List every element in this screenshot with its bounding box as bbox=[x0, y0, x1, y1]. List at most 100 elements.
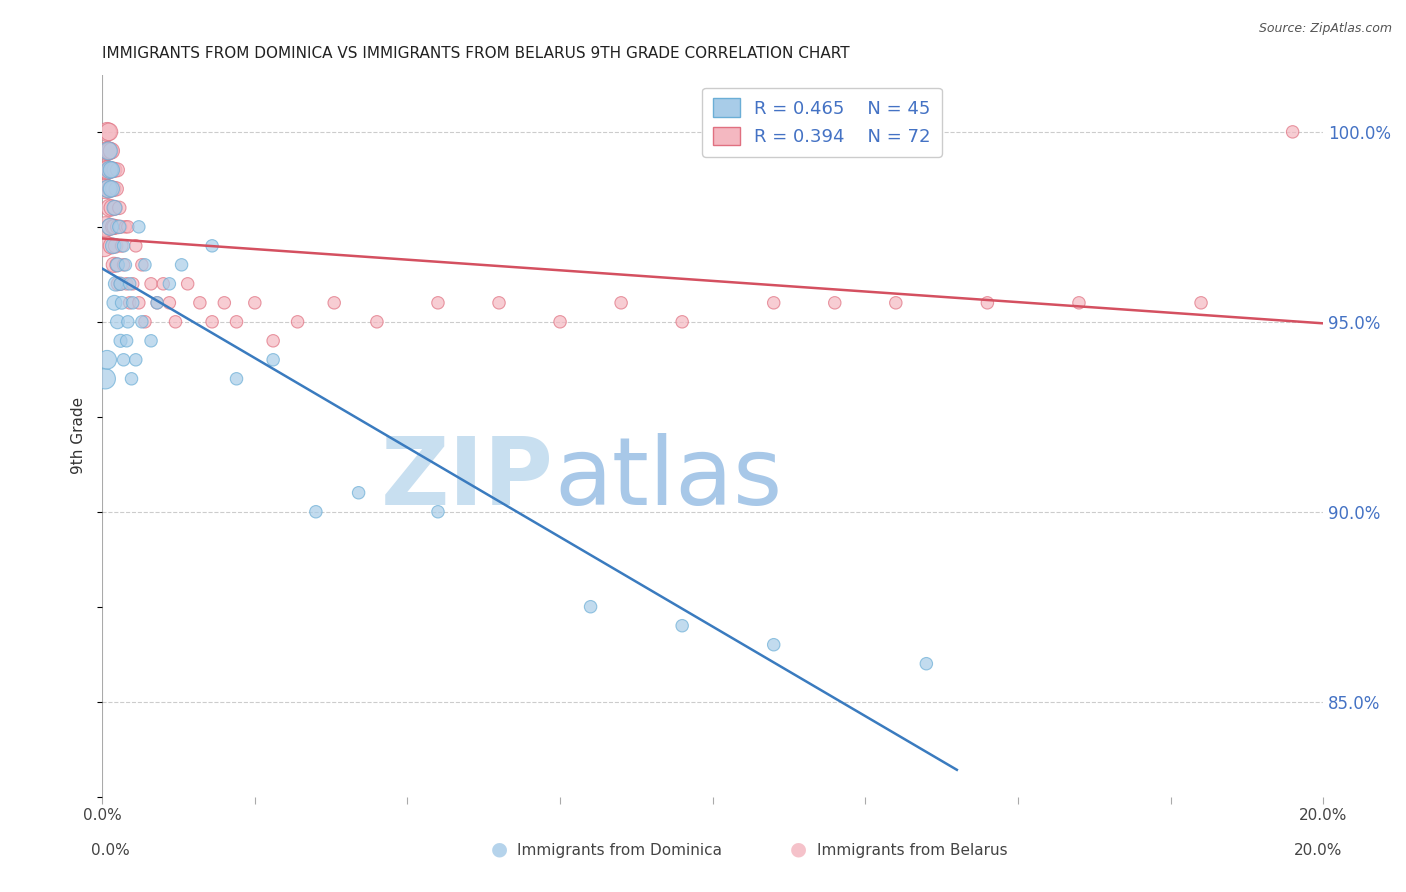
Point bbox=[96, 352, 118, 367]
Point bbox=[762, 295, 785, 310]
Point bbox=[347, 485, 370, 500]
Text: IMMIGRANTS FROM DOMINICA VS IMMIGRANTS FROM BELARUS 9TH GRADE CORRELATION CHART: IMMIGRANTS FROM DOMINICA VS IMMIGRANTS F… bbox=[103, 46, 849, 62]
Point bbox=[201, 315, 224, 329]
Point bbox=[165, 315, 187, 329]
Text: ●: ● bbox=[790, 839, 807, 858]
Point bbox=[488, 295, 510, 310]
Point bbox=[131, 315, 153, 329]
Point bbox=[97, 144, 120, 158]
Point bbox=[134, 315, 156, 329]
Point bbox=[100, 182, 122, 196]
Text: 0.0%: 0.0% bbox=[91, 843, 131, 858]
Point bbox=[214, 295, 236, 310]
Point bbox=[305, 505, 328, 519]
Point bbox=[610, 295, 633, 310]
Point bbox=[105, 182, 128, 196]
Point bbox=[100, 239, 122, 253]
Point bbox=[112, 239, 135, 253]
Point bbox=[110, 334, 132, 348]
Point bbox=[100, 162, 122, 177]
Point bbox=[98, 162, 121, 177]
Point bbox=[548, 315, 571, 329]
Text: ●: ● bbox=[491, 839, 508, 858]
Point bbox=[121, 295, 143, 310]
Point bbox=[101, 162, 124, 177]
Point bbox=[103, 182, 125, 196]
Point bbox=[107, 277, 129, 291]
Point bbox=[488, 485, 510, 500]
Point bbox=[139, 334, 162, 348]
Point bbox=[103, 219, 125, 234]
Point bbox=[103, 295, 125, 310]
Text: ZIP: ZIP bbox=[381, 434, 554, 525]
Text: 20.0%: 20.0% bbox=[1295, 843, 1343, 858]
Point bbox=[104, 277, 127, 291]
Legend: R = 0.465    N = 45, R = 0.394    N = 72: R = 0.465 N = 45, R = 0.394 N = 72 bbox=[702, 87, 942, 157]
Point bbox=[96, 162, 118, 177]
Text: Immigrants from Dominica: Immigrants from Dominica bbox=[517, 843, 723, 858]
Point bbox=[110, 219, 132, 234]
Point bbox=[243, 295, 266, 310]
Point bbox=[225, 315, 247, 329]
Point bbox=[1281, 125, 1303, 139]
Point bbox=[426, 295, 449, 310]
Point bbox=[97, 125, 120, 139]
Point bbox=[103, 219, 125, 234]
Point bbox=[323, 295, 346, 310]
Point bbox=[915, 657, 938, 671]
Point bbox=[97, 162, 120, 177]
Point bbox=[96, 144, 118, 158]
Point bbox=[824, 295, 846, 310]
Point bbox=[671, 618, 693, 632]
Point bbox=[366, 315, 388, 329]
Point bbox=[114, 258, 136, 272]
Text: Source: ZipAtlas.com: Source: ZipAtlas.com bbox=[1258, 22, 1392, 36]
Point bbox=[671, 315, 693, 329]
Point bbox=[128, 219, 150, 234]
Point bbox=[96, 125, 118, 139]
Point bbox=[884, 295, 907, 310]
Point bbox=[98, 201, 121, 215]
Point bbox=[139, 277, 162, 291]
Point bbox=[93, 239, 115, 253]
Point bbox=[97, 182, 120, 196]
Point bbox=[98, 162, 121, 177]
Point bbox=[152, 277, 174, 291]
Point bbox=[125, 352, 148, 367]
Point bbox=[112, 352, 135, 367]
Point bbox=[103, 239, 125, 253]
Y-axis label: 9th Grade: 9th Grade bbox=[72, 397, 86, 475]
Point bbox=[107, 315, 129, 329]
Point bbox=[107, 258, 129, 272]
Point bbox=[114, 219, 136, 234]
Point bbox=[121, 372, 143, 386]
Point bbox=[111, 295, 134, 310]
Point bbox=[176, 277, 198, 291]
Point bbox=[121, 277, 143, 291]
Point bbox=[117, 315, 139, 329]
Point bbox=[107, 162, 129, 177]
Point bbox=[115, 277, 138, 291]
Point bbox=[98, 219, 121, 234]
Point bbox=[103, 162, 125, 177]
Point bbox=[201, 239, 224, 253]
Point bbox=[117, 219, 139, 234]
Point bbox=[94, 219, 117, 234]
Point bbox=[225, 372, 247, 386]
Point bbox=[157, 277, 180, 291]
Point bbox=[262, 352, 284, 367]
Point bbox=[188, 295, 211, 310]
Point bbox=[118, 277, 141, 291]
Point bbox=[108, 201, 131, 215]
Point bbox=[579, 599, 602, 614]
Point bbox=[146, 295, 169, 310]
Point bbox=[98, 144, 121, 158]
Point bbox=[97, 182, 120, 196]
Point bbox=[97, 144, 120, 158]
Point bbox=[100, 144, 122, 158]
Point bbox=[1189, 295, 1212, 310]
Point bbox=[115, 334, 138, 348]
Point bbox=[94, 372, 117, 386]
Point bbox=[94, 182, 117, 196]
Point bbox=[103, 258, 125, 272]
